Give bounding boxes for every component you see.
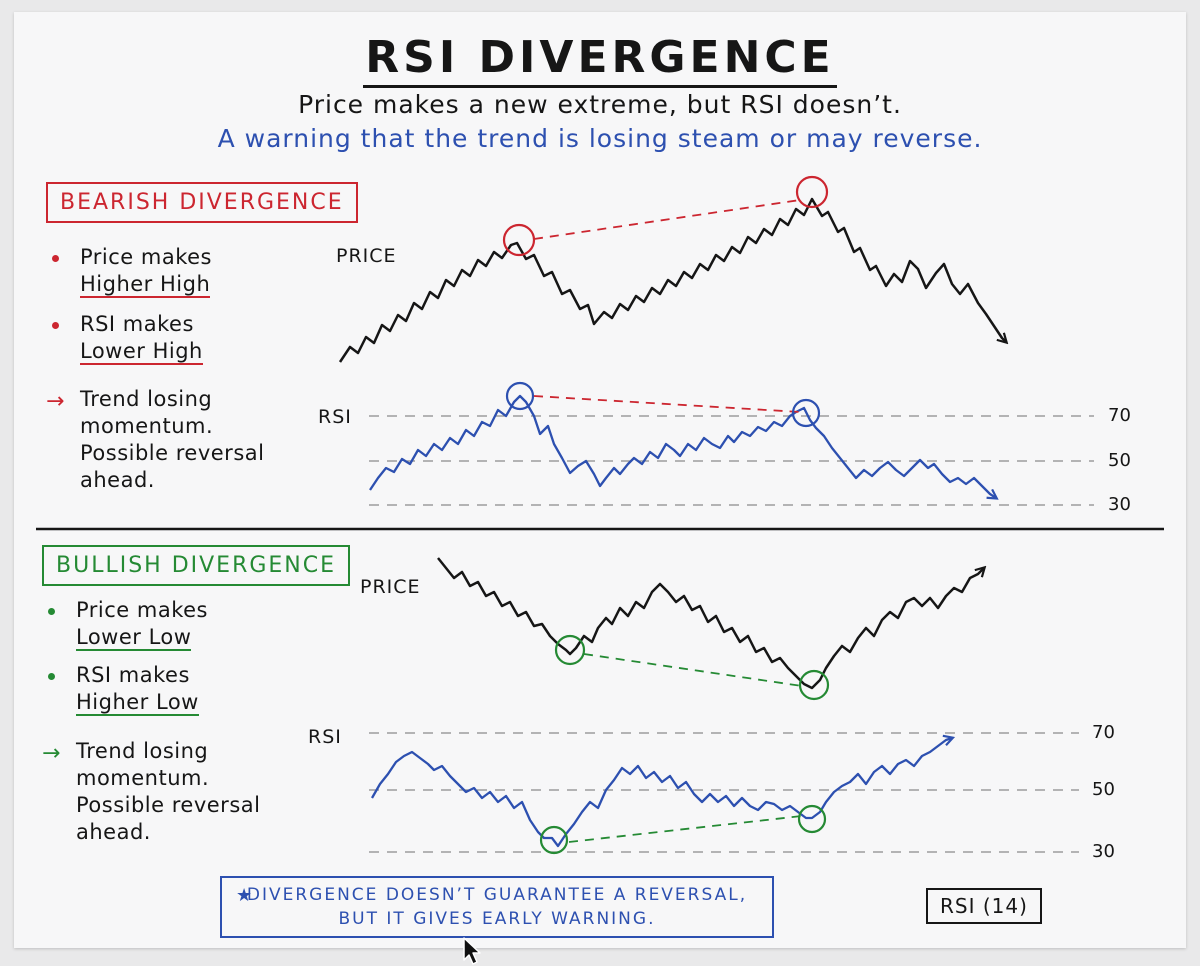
arrow-right-icon: → (46, 389, 65, 414)
bearish-divergence-badge: BEARISH DIVERGENCE (46, 182, 358, 223)
page-title: RSI DIVERGENCE (14, 32, 1186, 88)
bullish-rsi-divergence-line (568, 815, 803, 843)
bearish-point-price: Price makes Higher High (52, 244, 212, 298)
bullish-price-label: PRICE (360, 576, 421, 598)
bullish-level-30: 30 (1092, 841, 1115, 862)
lower-low-label: Lower Low (76, 625, 192, 651)
bullet-dot-icon (48, 608, 55, 615)
star-icon: ★ (236, 885, 255, 906)
bullish-divergence-badge: BULLISH DIVERGENCE (42, 545, 351, 586)
bearish-rsi-high1-marker (505, 381, 535, 411)
bearish-level-50: 50 (1108, 450, 1131, 471)
bearish-point-rsi: RSI makes Lower High (52, 311, 203, 365)
bullish-point-conclusion: → Trend losing momentum. Possible revers… (42, 739, 261, 844)
bearish-price-label: PRICE (336, 245, 397, 267)
bullish-level-70: 70 (1092, 722, 1115, 743)
bearish-price-high2-marker (795, 175, 829, 209)
bearish-level-70: 70 (1108, 405, 1131, 426)
subtitle: Price makes a new extreme, but RSI doesn… (298, 90, 902, 119)
bullish-rsi-label: RSI (308, 726, 342, 748)
subtitle-warning: A warning that the trend is losing steam… (217, 124, 983, 153)
bearish-point-conclusion: → Trend losing momentum. Possible revers… (46, 387, 265, 492)
divergence-charts (36, 175, 1164, 855)
bearish-price-divergence-line (533, 199, 801, 240)
bullish-point-price: Price makes Lower Low (48, 597, 208, 651)
higher-low-label: Higher Low (76, 690, 199, 716)
bullish-price-low2-marker (798, 669, 830, 701)
bullish-point-rsi: RSI makes Higher Low (48, 662, 199, 716)
arrow-right-icon: → (42, 741, 61, 766)
bearish-level-30: 30 (1108, 494, 1131, 515)
bearish-rsi-line (369, 394, 996, 498)
higher-high-label: Higher High (80, 272, 211, 298)
rsi-period-badge: RSI (14) (926, 888, 1042, 924)
bullet-dot-icon (52, 255, 59, 262)
bullish-level-50: 50 (1092, 779, 1115, 800)
mouse-cursor-icon (463, 937, 481, 965)
bearish-rsi-label: RSI (318, 406, 352, 428)
bearish-price-line (338, 197, 1006, 363)
diagram-sheet: RSI DIVERGENCE Price makes a new extreme… (14, 12, 1186, 948)
bullish-price-low1-marker (554, 634, 586, 666)
bullet-dot-icon (48, 673, 55, 680)
bearish-rsi-divergence-line (533, 395, 801, 413)
bearish-price-high1-marker (502, 223, 536, 257)
warning-note-box: ★ DIVERGENCE DOESN’T GUARANTEE A REVERSA… (220, 876, 774, 938)
bullish-rsi-low2-marker (797, 804, 827, 834)
bullish-price-line (437, 557, 984, 690)
bullish-rsi-line (371, 738, 952, 848)
lower-high-label: Lower High (80, 339, 203, 365)
bearish-rsi-high2-marker (791, 398, 821, 428)
bullish-price-divergence-line (583, 653, 803, 687)
bullet-dot-icon (52, 322, 59, 329)
bullish-rsi-low1-marker (539, 825, 569, 855)
